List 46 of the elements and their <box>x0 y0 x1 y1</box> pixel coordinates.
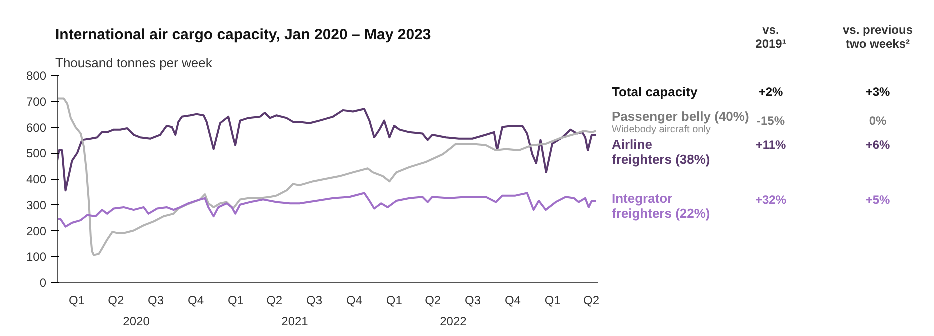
line-series <box>58 192 598 228</box>
text: +11% <box>754 138 788 153</box>
series-label: Passenger belly (40%) <box>612 109 750 124</box>
x-tick-label: Q1 <box>228 294 244 308</box>
x-tick-label: Q2 <box>266 294 283 308</box>
text: +6% <box>864 138 892 153</box>
line-series <box>58 108 598 192</box>
y-tick-label: 800 <box>26 69 47 83</box>
line-series <box>58 98 598 256</box>
text: Widebody aircraft only <box>612 124 711 136</box>
x-tick-label: Q2 <box>108 294 124 308</box>
series-label: Integrator freighters (22%) <box>612 191 710 221</box>
text: 2022 <box>440 314 468 328</box>
y-tick-label: 300 <box>26 198 47 212</box>
x-tick-label: Q4 <box>504 294 522 308</box>
x-tick-label: Q4 <box>346 294 363 308</box>
text: +5% <box>864 193 892 208</box>
text: 2020 <box>123 314 150 328</box>
text: -15% <box>756 114 785 128</box>
text: +2% <box>758 85 784 100</box>
x-tick-label: Q1 <box>544 294 562 308</box>
text: +32% <box>754 193 788 208</box>
y-tick-label: 0 <box>40 276 47 290</box>
x-tick-label: Q3 <box>148 294 164 308</box>
x-tick-label: Q4 <box>188 294 204 308</box>
text: 2021 <box>282 314 309 328</box>
x-tick-label: Q1 <box>69 294 86 308</box>
text: Total capacity <box>612 84 698 100</box>
text: +3% <box>864 85 892 100</box>
y-tick-label: 600 <box>26 120 47 135</box>
x-tick-label: Q2 <box>584 294 600 308</box>
y-tick-label: 400 <box>26 172 47 186</box>
text: 0% <box>868 114 888 129</box>
x-tick-label: Q1 <box>386 294 403 308</box>
x-tick-label: Q3 <box>465 294 482 308</box>
y-tick-label: 200 <box>26 224 47 238</box>
y-tick-label: 100 <box>26 250 47 264</box>
x-tick-label: Q3 <box>306 294 323 308</box>
x-tick-label: Q2 <box>425 294 442 308</box>
text: vs. 2019¹ <box>754 23 788 52</box>
chart-title: International air cargo capacity, Jan 2020 – May 2023 <box>56 26 432 44</box>
y-tick-label: 700 <box>26 94 47 109</box>
y-tick-label: 500 <box>26 146 47 161</box>
chart-subtitle: Thousand tonnes per week <box>56 56 213 70</box>
series-label: Airline freighters (38%) <box>612 137 710 167</box>
text: vs. previous two weeks² <box>842 23 914 52</box>
